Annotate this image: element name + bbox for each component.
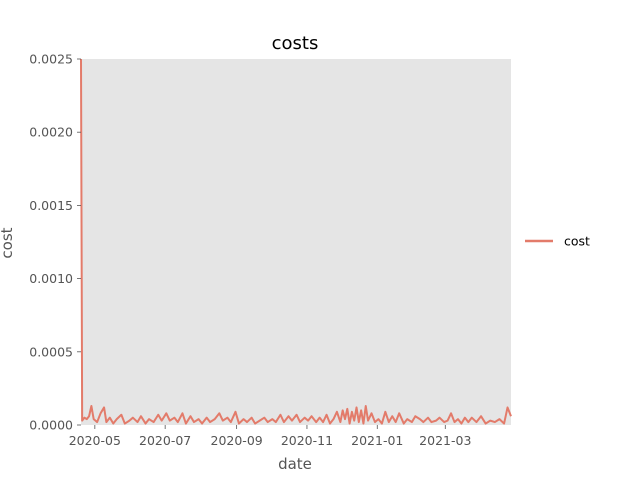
legend-label: cost	[564, 234, 590, 249]
x-tick-label: 2020-09	[211, 433, 263, 448]
x-tick-label: 2020-07	[139, 433, 191, 448]
x-axis-label: date	[278, 455, 312, 473]
y-tick-label: 0.0000	[29, 418, 73, 433]
y-tick-label: 0.0020	[29, 125, 73, 140]
y-tick-label: 0.0025	[29, 52, 73, 67]
x-tick-label: 2020-11	[281, 433, 333, 448]
legend: cost	[525, 234, 590, 249]
y-axis-ticks: 0.0000 0.0005 0.0010 0.0015 0.0020 0.0025	[29, 52, 81, 433]
chart-title: costs	[272, 33, 319, 54]
x-tick-label: 2020-05	[69, 433, 121, 448]
x-axis-ticks: 2020-05 2020-07 2020-09 2020-11 2021-01 2021-…	[69, 425, 471, 448]
y-axis-label: cost	[0, 227, 16, 258]
series-layer	[80, 58, 512, 425]
y-tick-label: 0.0015	[29, 198, 73, 213]
x-tick-label: 2021-03	[419, 433, 471, 448]
x-tick-label: 2021-01	[351, 433, 403, 448]
y-tick-label: 0.0010	[29, 271, 73, 286]
plot-background	[81, 59, 511, 425]
y-tick-label: 0.0005	[29, 344, 73, 359]
series-line-cost	[80, 58, 512, 425]
